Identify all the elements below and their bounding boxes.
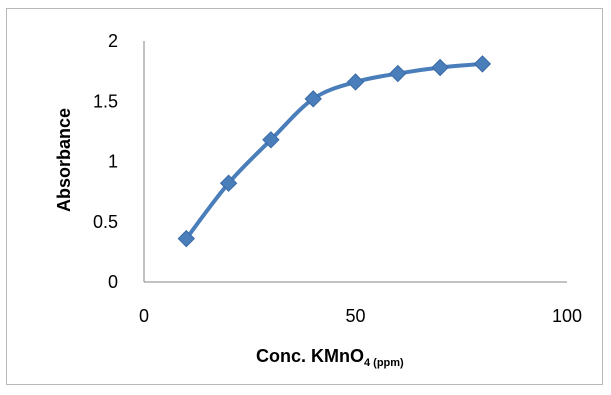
data-point-marker — [262, 131, 280, 149]
y-tick-label: 1 — [108, 152, 118, 172]
data-point-marker — [473, 55, 492, 73]
axes — [143, 41, 567, 283]
x-tick-label: 50 — [345, 306, 365, 326]
series-markers — [177, 55, 492, 248]
data-point-marker — [177, 229, 196, 248]
x-axis-title-main: Conc. KMnO — [256, 346, 364, 366]
data-point-marker — [431, 58, 449, 77]
data-point-marker — [346, 73, 365, 91]
data-point-marker — [219, 174, 238, 192]
data-point-marker — [304, 90, 322, 108]
x-tick-label: 0 — [139, 306, 149, 326]
x-tick-label: 100 — [552, 306, 582, 326]
x-axis-title: Conc. KMnO4 (ppm) — [256, 346, 404, 369]
y-tick-label: 2 — [108, 31, 118, 51]
chart-frame — [6, 8, 603, 385]
x-tick-labels: 0 50 100 — [139, 306, 582, 326]
y-tick-label: 0.5 — [93, 212, 118, 232]
data-point-marker — [389, 64, 407, 83]
y-axis-title: Absorbance — [54, 108, 74, 212]
y-tick-label: 0 — [108, 272, 118, 292]
x-axis-title-subscript: 4 (ppm) — [364, 357, 404, 369]
y-tick-label: 1.5 — [93, 91, 118, 111]
y-tick-labels: 0 0.5 1 1.5 2 — [93, 31, 118, 292]
series-line — [184, 61, 485, 241]
